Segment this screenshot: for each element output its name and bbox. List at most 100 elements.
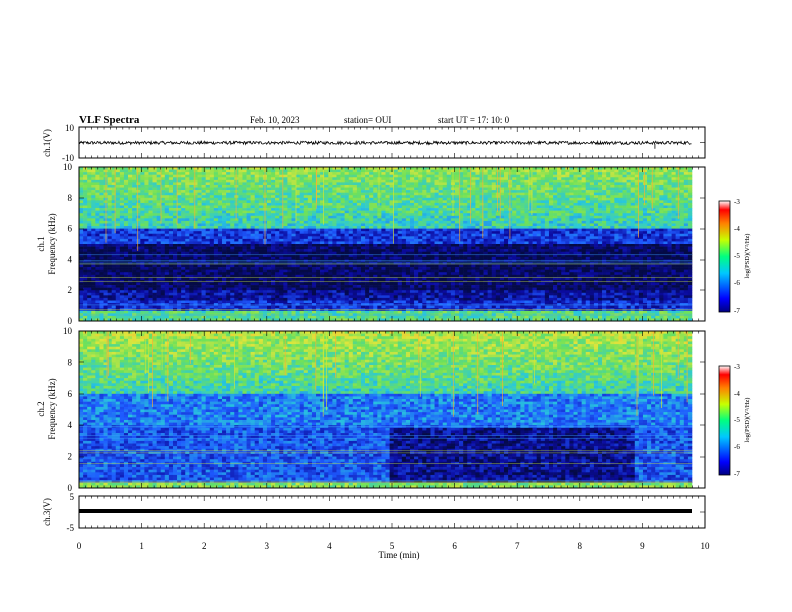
spec-cell: [99, 169, 104, 173]
spec-cell: [299, 297, 305, 301]
spec-cell: [136, 200, 141, 204]
spec-cell: [123, 190, 129, 193]
spec-cell: [328, 200, 333, 204]
spec-cell: [246, 297, 251, 301]
spec-cell: [152, 179, 157, 183]
spec-cell: [344, 249, 350, 252]
spec-cell: [238, 187, 243, 191]
spec-cell: [283, 179, 288, 183]
spec-cell: [230, 218, 235, 222]
spec-cell: [234, 231, 239, 235]
spec-cell: [348, 295, 354, 299]
spec-cell: [373, 179, 378, 183]
spec-cell: [177, 195, 182, 199]
spec-cell: [356, 269, 362, 273]
spec-cell: [99, 177, 104, 181]
spec-cell: [172, 233, 178, 237]
spec-cell: [148, 300, 153, 304]
spec-cell: [328, 285, 333, 288]
spec-cell: [324, 218, 329, 222]
spec-cell: [107, 167, 112, 170]
spec-cell: [348, 256, 354, 260]
spec-cell: [283, 202, 288, 206]
spec-cell: [389, 292, 394, 296]
spec-cell: [119, 213, 125, 217]
spec-cell: [209, 187, 215, 191]
spec-cell: [152, 236, 157, 240]
spec-cell: [328, 167, 333, 170]
spec-cell: [103, 287, 108, 291]
spec-cell: [189, 174, 194, 178]
spec-cell: [307, 300, 313, 304]
spec-cell: [336, 228, 341, 232]
spec-cell: [181, 249, 186, 252]
spec-cell: [271, 228, 276, 232]
spec-cell: [283, 238, 288, 242]
spec-cell: [213, 274, 219, 278]
spec-cell: [316, 197, 321, 201]
spec-cell: [222, 282, 227, 286]
spec-cell: [99, 220, 104, 224]
spec-cell: [128, 208, 133, 211]
spec-cell: [324, 233, 329, 237]
spec-cell: [246, 274, 251, 278]
spec-cell: [234, 254, 239, 258]
spec-cell: [217, 300, 223, 304]
spec-cell: [136, 202, 141, 206]
spec-cell: [107, 220, 112, 224]
spec-cell: [287, 282, 292, 286]
spec-cell: [136, 223, 141, 227]
spec-cell: [381, 172, 386, 175]
spec-cell: [168, 238, 174, 242]
spec-cell: [246, 315, 251, 319]
spec-cell: [307, 261, 313, 265]
spec-cell: [156, 264, 162, 268]
spec-cell: [230, 226, 235, 229]
spec-cell: [99, 285, 104, 288]
spec-cell: [201, 172, 206, 175]
spec-cell: [217, 182, 223, 186]
spec-cell: [287, 295, 292, 299]
spec-cell: [389, 295, 394, 299]
spec-cell: [181, 251, 186, 255]
spec-cell: [242, 231, 247, 235]
spec-cell: [115, 287, 121, 291]
spec-cell: [140, 315, 145, 319]
spec-cell: [316, 241, 321, 245]
spec-cell: [356, 228, 362, 232]
spec-cell: [123, 267, 129, 270]
spec-cell: [250, 223, 256, 227]
spec-cell: [181, 210, 186, 214]
spec-cell: [381, 184, 386, 188]
spec-cell: [140, 318, 145, 322]
spec-cell: [168, 210, 174, 214]
spec-cell: [152, 292, 157, 296]
spec-cell: [275, 228, 280, 232]
spec-cell: [144, 256, 149, 260]
spec-cell: [99, 256, 104, 260]
spec-cell: [397, 190, 403, 193]
spec-cell: [132, 210, 137, 214]
spec-cell: [291, 179, 296, 183]
spec-cell: [217, 236, 223, 240]
spec-cell: [258, 285, 264, 288]
spec-cell: [348, 254, 354, 258]
spec-cell: [238, 249, 243, 252]
spec-cell: [311, 313, 317, 317]
spec-cell: [91, 238, 96, 242]
spec-cell: [115, 303, 121, 306]
spec-cell: [344, 218, 350, 222]
spec-cell: [311, 202, 317, 206]
spec-cell: [226, 231, 231, 235]
spec-cell: [311, 272, 317, 276]
spec-cell: [99, 264, 104, 268]
spec-cell: [201, 269, 206, 273]
spec-cell: [172, 179, 178, 183]
spec-cell: [365, 310, 370, 314]
spec-cell: [234, 249, 239, 252]
spec-cell: [279, 287, 284, 291]
spec-cell: [344, 208, 350, 211]
spec-cell: [275, 236, 280, 240]
spec-cell: [377, 236, 382, 240]
spec-cell: [213, 238, 219, 242]
